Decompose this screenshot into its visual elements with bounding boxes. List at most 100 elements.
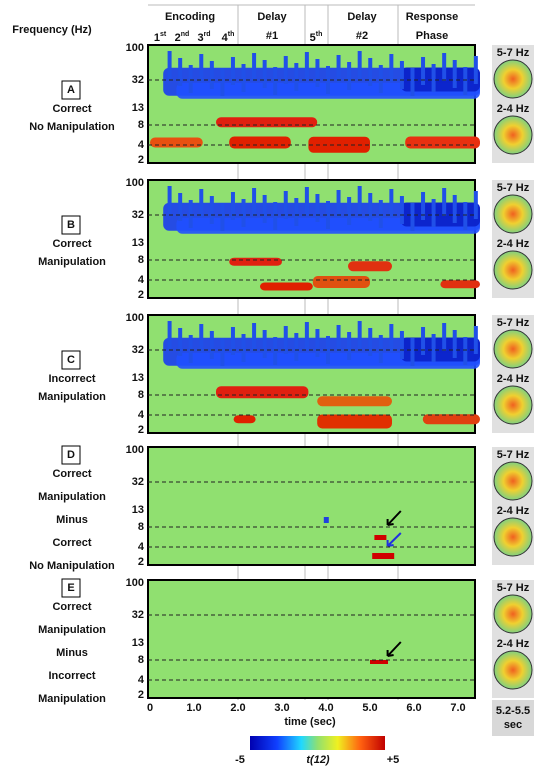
blob: [431, 334, 436, 362]
blob: [440, 280, 480, 289]
blob: [241, 64, 246, 92]
blob: [230, 327, 235, 355]
phase-label: Delay: [257, 11, 287, 23]
blob: [323, 517, 329, 523]
blob: [283, 56, 288, 84]
blob: [422, 414, 480, 425]
phase-label: Encoding: [165, 11, 215, 23]
blob: [262, 195, 267, 223]
blob: [304, 52, 309, 80]
blob: [230, 192, 235, 220]
ordinal-suffix: st: [160, 31, 167, 38]
blob: [463, 67, 468, 95]
blob: [347, 62, 352, 90]
blob: [372, 553, 395, 559]
blob: [273, 67, 278, 95]
blob: [178, 328, 183, 356]
topo-label: 2-4 Hz: [497, 238, 530, 250]
blob: [216, 117, 318, 128]
blob: [188, 200, 193, 228]
topo-map: [493, 329, 533, 369]
blob: [233, 415, 256, 424]
blob: [178, 193, 183, 221]
panel-letter-box: [61, 215, 81, 235]
y-tick-label: 4: [138, 139, 145, 151]
heatmap: [150, 51, 480, 153]
blob: [442, 53, 447, 81]
blob: [473, 326, 478, 354]
panel-letter: B: [67, 219, 75, 231]
ordinal: 4th: [222, 31, 235, 44]
blob: [273, 202, 278, 230]
blob: [463, 202, 468, 230]
x-tick-label: 5.0: [362, 702, 377, 714]
blob: [209, 196, 214, 224]
blob: [315, 194, 320, 222]
topo-map: [493, 194, 533, 234]
panel-label: Manipulation: [38, 693, 106, 705]
x-tick-label: 7.0: [450, 702, 465, 714]
blob: [370, 660, 388, 664]
blob: [241, 199, 246, 227]
panel-label: Manipulation: [38, 256, 106, 268]
panel-label: Correct: [52, 601, 91, 613]
blob: [336, 325, 341, 353]
panel-letter: C: [67, 354, 75, 366]
y-tick-label: 32: [132, 74, 144, 86]
blob: [262, 330, 267, 358]
panel-label: Manipulation: [38, 624, 106, 636]
blob: [167, 51, 172, 79]
blob: [230, 57, 235, 85]
blob: [229, 257, 282, 266]
y-tick-label: 100: [126, 312, 144, 324]
y-axis-title: Frequency (Hz): [12, 24, 92, 36]
panel-label: No Manipulation: [29, 560, 115, 572]
topo-time-bg: [492, 700, 534, 736]
blob: [452, 330, 457, 358]
blob: [368, 193, 373, 221]
phase-label: #1: [266, 30, 278, 42]
topo-label: 2-4 Hz: [497, 638, 530, 650]
panel-label: Manipulation: [38, 491, 106, 503]
blob: [209, 331, 214, 359]
y-tick-label: 32: [132, 209, 144, 221]
y-tick-label: 2: [138, 689, 144, 701]
topo-label: 5-7 Hz: [497, 449, 530, 461]
y-tick-label: 32: [132, 476, 144, 488]
blob: [260, 282, 313, 291]
panel-letter: E: [67, 582, 74, 594]
panel-label: Minus: [56, 514, 88, 526]
blob: [252, 188, 257, 216]
topo-time: sec: [504, 719, 522, 731]
blob: [304, 187, 309, 215]
colorbar-min: -5: [235, 754, 245, 766]
panel-letter-box: [61, 350, 81, 370]
colorbar-label: t(12): [306, 754, 330, 766]
x-tick-label: 1.0: [186, 702, 201, 714]
y-tick-label: 13: [132, 102, 144, 114]
heatmap-bg: [147, 579, 476, 699]
ordinal-suffix: nd: [181, 31, 190, 38]
blob: [389, 324, 394, 352]
blob: [378, 335, 383, 363]
heatmap: [163, 186, 480, 291]
topo-map: [493, 594, 533, 634]
blob: [357, 186, 362, 214]
blob: [262, 60, 267, 88]
x-tick-label: 0: [147, 702, 153, 714]
blob: [220, 203, 225, 231]
phase-suffix: th: [316, 31, 323, 38]
blob: [463, 337, 468, 365]
heatmap-bg: [147, 446, 476, 566]
blob: [336, 55, 341, 83]
y-tick-label: 8: [138, 654, 144, 666]
topo-map: [493, 59, 533, 99]
x-tick-label: 6.0: [406, 702, 421, 714]
blob: [312, 276, 370, 288]
y-tick-label: 4: [138, 541, 145, 553]
blob: [283, 191, 288, 219]
topo-label: 2-4 Hz: [497, 373, 530, 385]
topo-label: 5-7 Hz: [497, 47, 530, 59]
ordinal-n: 2: [175, 32, 181, 44]
